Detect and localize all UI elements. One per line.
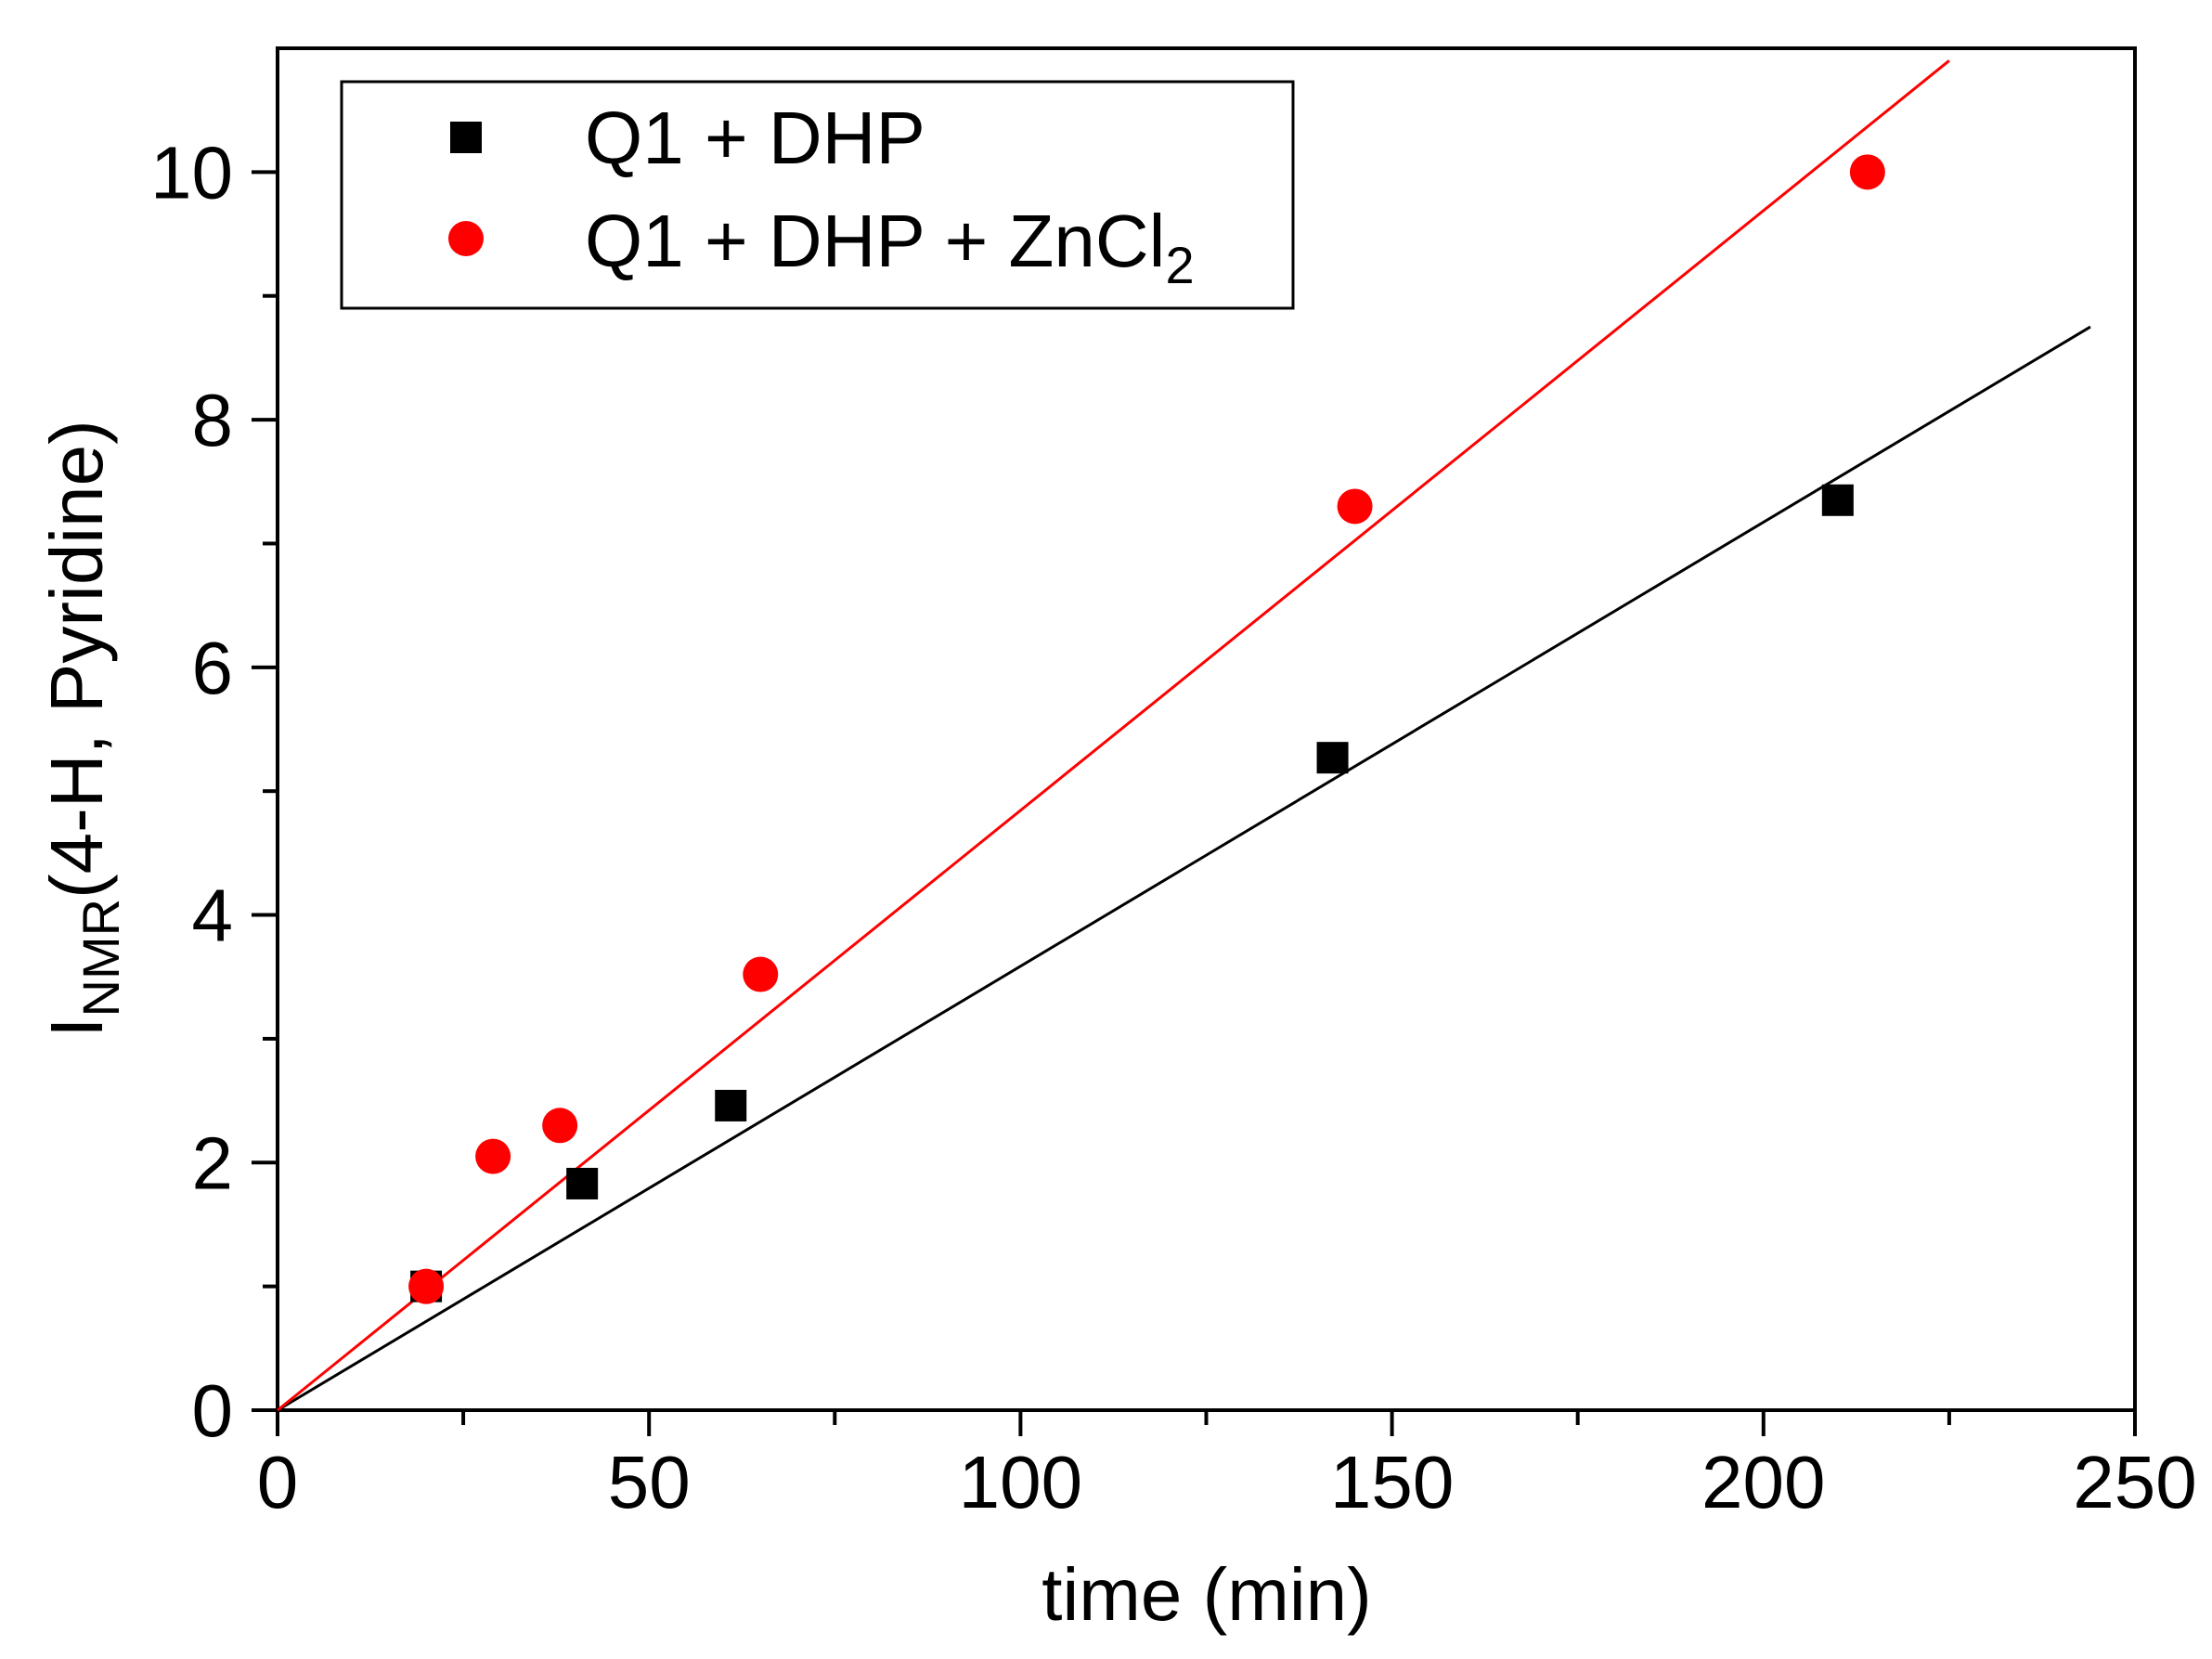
x-tick-label: 150 [1330, 1441, 1454, 1523]
x-tick-label: 50 [608, 1441, 691, 1523]
legend-label-series-1: Q1 + DHP [585, 97, 925, 179]
fit-lines [277, 59, 2091, 1412]
legend: Q1 + DHP Q1 + DHP + ZnCl2 [340, 80, 1295, 310]
x-tick-label: 100 [959, 1441, 1082, 1523]
point-series-2 [743, 956, 779, 992]
point-series-2 [475, 1138, 511, 1174]
legend-label-series-2: Q1 + DHP + ZnCl2 [585, 200, 1195, 294]
y-axis-title-subscript: NMR [71, 899, 130, 1017]
y-tick-label: 8 [192, 379, 234, 461]
data-points [408, 154, 1885, 1304]
point-series-2 [1849, 154, 1885, 190]
legend-marker-series-1 [450, 122, 482, 153]
y-tick-label: 0 [192, 1369, 234, 1452]
point-series-1 [715, 1089, 747, 1121]
point-series-1 [1821, 484, 1854, 516]
fit-line-series-2 [277, 59, 1950, 1412]
x-tick-label: 0 [257, 1441, 299, 1523]
y-axis-title: INMR(4-H, Pyridine) [35, 420, 130, 1037]
fit-line-series-1 [277, 325, 2091, 1412]
y-axis-title-main: I [35, 1017, 118, 1037]
legend-label-series-2-main: Q1 + DHP + ZnCl [585, 200, 1165, 282]
legend-box [340, 80, 1295, 310]
point-series-2 [408, 1268, 445, 1304]
x-tick-label: 200 [1701, 1441, 1825, 1523]
x-tick-label: 250 [2073, 1441, 2196, 1523]
point-series-2 [1337, 488, 1373, 525]
y-axis-title-rest: (4-H, Pyridine) [35, 420, 118, 899]
legend-label-series-2-subscript: 2 [1165, 236, 1194, 294]
axis-ticks [252, 170, 2137, 1436]
legend-marker-series-2 [448, 221, 484, 256]
axis-tick-labels: 0 50 100 150 200 250 0 2 4 6 8 10 [150, 131, 2197, 1523]
y-tick-label: 4 [192, 875, 234, 957]
point-series-2 [542, 1108, 578, 1144]
y-tick-label: 2 [192, 1121, 234, 1204]
x-axis-title: time (min) [1041, 1553, 1372, 1636]
y-tick-label: 10 [150, 131, 233, 214]
y-tick-label: 6 [192, 627, 234, 709]
point-series-1 [566, 1167, 599, 1199]
point-series-1 [1316, 742, 1349, 774]
